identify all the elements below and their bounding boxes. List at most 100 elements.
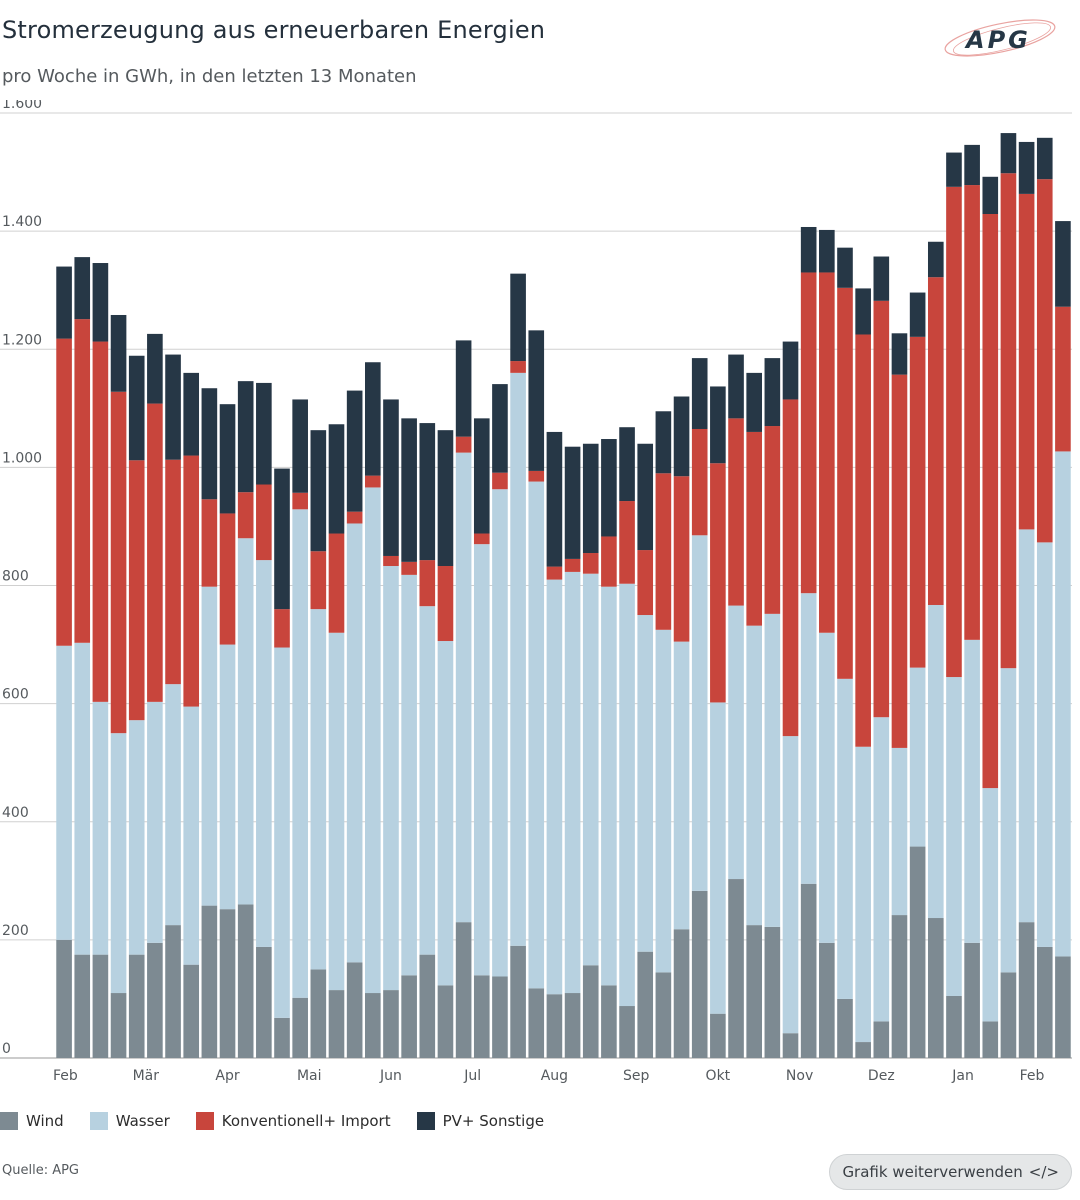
bar-segment-pv [619,427,635,502]
bar-segment-konventionell [419,560,436,607]
bar-segment-wasser [710,702,726,1014]
bar-segment-wind [419,954,436,1058]
bar-segment-wasser [528,481,545,989]
bar-segment-wind [546,994,563,1058]
bar-segment-wasser [56,645,72,940]
bar-segment-pv [256,382,272,485]
bar-segment-wasser [165,684,181,926]
bar-segment-wind [528,988,545,1058]
bar-segment-konventionell [510,361,526,373]
bar-segment-wind [92,954,109,1058]
bar-segment-wasser [891,747,908,916]
bar-segment-konventionell [891,374,908,748]
bar-segment-wasser [691,535,708,891]
bar-segment-wind [601,985,617,1058]
y-tick-label: 1.600 [2,100,42,112]
chart-legend: Wind Wasser Konventionell+ Import PV+ Sonst… [0,1112,544,1130]
bar-segment-pv [183,372,200,456]
y-tick-label: 800 [2,569,29,585]
bar-segment-konventionell [837,287,853,679]
bar-segment-konventionell [346,511,363,524]
y-tick-label: 600 [2,687,29,703]
bar-segment-konventionell [56,338,72,646]
bar-segment-konventionell [365,475,381,488]
legend-item-konventionell[interactable]: Konventionell+ Import [195,1112,391,1130]
bar-segment-konventionell [110,391,127,734]
bar-segment-wasser [128,720,145,955]
bar-segment-wasser [873,717,890,1022]
bar-segment-wind [310,969,327,1058]
bar-segment-wind [1000,972,1017,1058]
legend-swatch [89,1112,108,1130]
bar-segment-wind [383,990,399,1058]
bar-segment-wind [74,954,91,1058]
bar-segment-wasser [183,706,200,965]
x-tick-label: Aug [541,1068,568,1084]
bar-segment-konventionell [728,418,744,606]
bar-segment-pv [419,423,436,561]
bar-segment-konventionell [909,336,926,668]
bar-segment-wasser [927,604,944,919]
bar-segment-wasser [201,586,218,906]
bar-segment-wind [165,925,181,1058]
bar-segment-wasser [310,609,327,970]
bar-segment-wind [492,976,508,1058]
legend-label: Wasser [115,1112,170,1130]
bar-segment-pv [564,446,581,559]
bar-segment-konventionell [637,550,654,616]
logo-swoosh-inner [953,22,1051,56]
bar-segment-wind [1036,946,1053,1058]
bar-segment-konventionell [800,272,817,594]
legend-label: Konventionell+ Import [221,1112,391,1130]
bar-segment-wind [328,990,345,1058]
bar-segment-pv [710,386,726,464]
bar-segment-konventionell [564,558,581,572]
reuse-graphic-button[interactable]: Grafik weiterverwenden </> [829,1154,1072,1190]
bar-segment-wind [855,1042,871,1058]
bar-segment-pv [1055,221,1071,307]
bar-segment-konventionell [782,399,799,737]
legend-label: Wind [26,1112,64,1130]
bar-segment-pv [891,333,908,375]
bar-segment-pv [383,399,399,556]
legend-item-pv[interactable]: PV+ Sonstige [416,1112,544,1130]
x-tick-label: Sep [623,1068,650,1084]
bar-segment-konventionell [401,561,417,575]
y-tick-label: 1.400 [2,214,42,230]
x-tick-label: Feb [1020,1068,1045,1084]
legend-item-wasser[interactable]: Wasser [89,1112,170,1130]
bar-segment-pv [582,443,599,554]
apg-logo: APG [944,19,1056,57]
bar-segment-wind [1055,956,1071,1058]
legend-item-wind[interactable]: Wind [0,1112,64,1130]
logo-swoosh [944,19,1056,57]
bar-segment-konventionell [165,459,181,685]
bar-segment-wind [637,951,654,1058]
bar-segment-wasser [492,489,508,977]
bar-segment-pv [437,430,454,567]
bar-segment-wind [691,890,708,1058]
bar-segment-wind [510,945,526,1058]
reuse-graphic-label: Grafik weiterverwenden [842,1163,1023,1181]
bar-segment-konventionell [710,463,726,703]
bar-segment-pv [946,152,962,187]
bar-segment-wind [927,918,944,1058]
bar-segment-wind [746,925,762,1058]
bar-segment-konventionell [147,403,163,702]
bar-segment-wind [401,975,417,1058]
bar-segment-pv [909,292,926,337]
bar-segment-wasser [582,573,599,966]
bar-segment-wind [564,993,581,1058]
bar-segment-pv [655,411,672,474]
chart-subtitle: pro Woche in GWh, in den letzten 13 Mona… [2,66,417,87]
bar-segment-konventionell [619,501,635,584]
bar-segment-konventionell [256,484,272,561]
x-tick-label: Jun [379,1068,402,1084]
bar-segment-konventionell [183,455,200,707]
y-tick-label: 0 [2,1041,11,1057]
bar-segment-pv [673,396,690,477]
legend-swatch [0,1112,18,1130]
bar-segment-pv [855,288,871,335]
bar-segment-wasser [964,639,980,943]
